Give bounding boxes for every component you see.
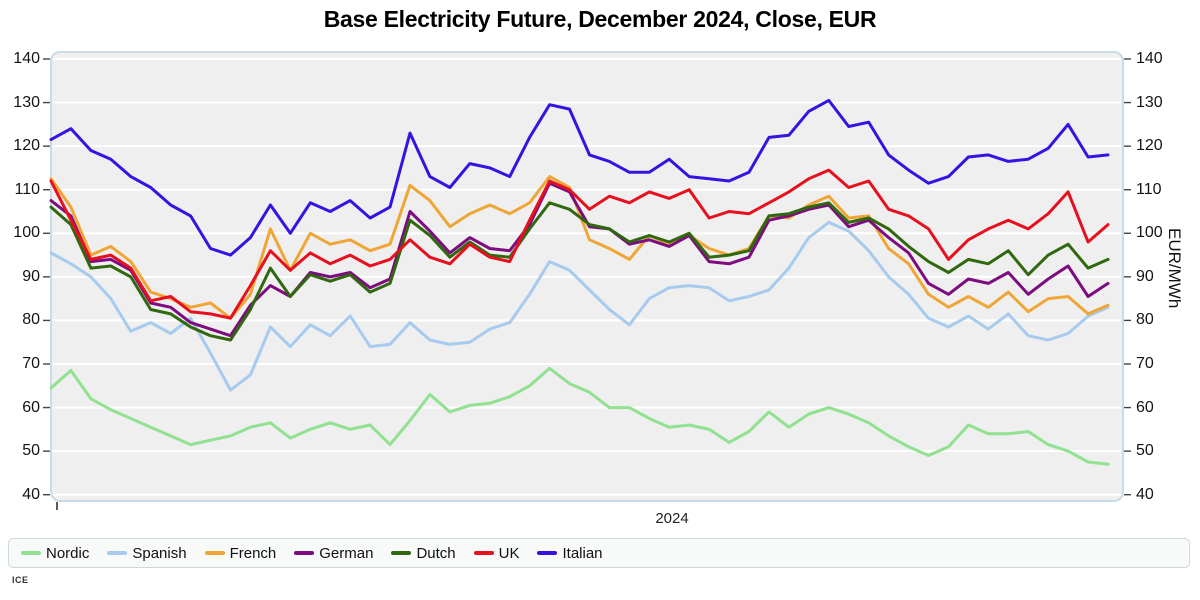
legend-label: French <box>229 544 277 562</box>
legend-swatch-spanish <box>107 551 128 555</box>
series-line-uk <box>49 168 1110 320</box>
legend-item-spanish[interactable]: Spanish <box>107 544 187 562</box>
y-tick-label-right: 100 <box>1136 224 1163 242</box>
source-label: ICE <box>12 575 29 585</box>
legend-swatch-german <box>294 551 315 555</box>
y-tick-label-left: 140 <box>13 50 40 67</box>
y-tick-label-right: 110 <box>1136 180 1162 198</box>
series-line-spanish <box>49 220 1110 392</box>
legend-swatch-uk <box>473 551 494 555</box>
legend-label: German <box>319 544 374 562</box>
legend-label: UK <box>498 544 520 562</box>
legend-label: Spanish <box>132 544 187 562</box>
x-axis-year-label: 2024 <box>655 510 689 527</box>
y-tick-label-right: 40 <box>1136 485 1154 503</box>
y-tick-label-right: 70 <box>1136 354 1154 372</box>
y-tick-label-right: 50 <box>1136 442 1154 460</box>
series-line-nordic <box>49 366 1110 466</box>
y-tick-label-right: 120 <box>1136 137 1163 155</box>
series-line-german <box>49 181 1110 338</box>
series-line-french <box>49 175 1110 320</box>
chart-title: Base Electricity Future, December 2024, … <box>323 6 877 32</box>
y-tick-label-left: 80 <box>22 311 40 329</box>
y-tick-label-left: 100 <box>13 224 40 242</box>
legend-swatch-dutch <box>391 551 412 555</box>
y-tick-label-right: 80 <box>1136 311 1154 329</box>
y-tick-label-left: 120 <box>13 137 40 155</box>
y-tick-label-left: 60 <box>22 398 40 416</box>
legend: Nordic Spanish French German Dutch UK Italian <box>8 538 1190 568</box>
legend-item-german[interactable]: German <box>294 545 373 562</box>
legend-swatch-nordic <box>21 551 41 555</box>
y-tick-label-right: 140 <box>1136 50 1163 67</box>
legend-item-nordic[interactable]: Nordic <box>21 545 89 562</box>
legend-item-uk[interactable]: UK <box>473 544 520 562</box>
y-tick-label-right: 90 <box>1136 267 1154 285</box>
series-line-italian <box>49 98 1110 257</box>
legend-label: Nordic <box>46 544 90 562</box>
legend-label: Dutch <box>416 544 456 562</box>
y-axis-unit-label: EUR/MWh <box>1165 228 1184 309</box>
y-tick-label-left: 130 <box>13 93 40 111</box>
y-tick-label-right: 60 <box>1136 398 1154 416</box>
y-tick-label-left: 40 <box>22 485 40 503</box>
legend-label: Italian <box>562 544 603 562</box>
y-tick-label-left: 90 <box>22 267 40 285</box>
legend-item-italian[interactable]: Italian <box>537 544 603 562</box>
legend-item-dutch[interactable]: Dutch <box>391 544 456 562</box>
y-tick-label-left: 70 <box>22 354 40 372</box>
legend-swatch-italian <box>537 551 558 555</box>
legend-item-french[interactable]: French <box>204 544 277 562</box>
y-tick-label-left: 50 <box>22 442 40 460</box>
series-line-dutch <box>49 201 1110 342</box>
y-tick-label-right: 130 <box>1136 93 1163 111</box>
y-tick-label-left: 110 <box>14 180 40 198</box>
legend-swatch-french <box>204 551 225 555</box>
